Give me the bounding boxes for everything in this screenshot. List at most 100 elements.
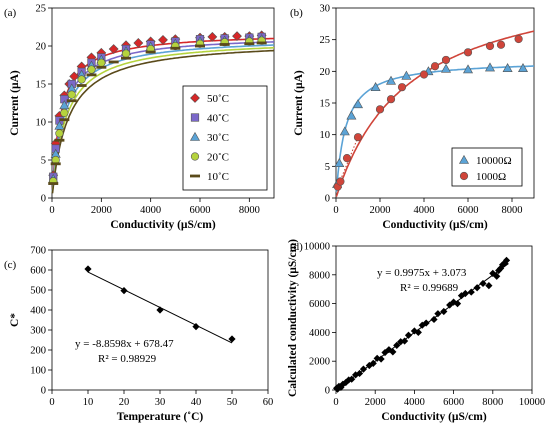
x-axis-label: Temperature (˚C) <box>117 411 204 423</box>
data-point <box>370 82 381 91</box>
y-tick-label: 0 <box>41 194 46 205</box>
panel-label: (d) <box>290 241 303 253</box>
data-point <box>385 75 397 85</box>
x-tick-label: 2000 <box>370 205 391 216</box>
x-tick-label: 2000 <box>91 205 112 216</box>
data-point <box>59 118 70 122</box>
y-axis-label: C* <box>9 313 21 327</box>
data-point <box>244 42 255 46</box>
data-point <box>493 272 501 280</box>
chart-panel: 0 2000 4000 6000 8000 10000 0 2000 4000 6000 8000 1… <box>287 239 545 423</box>
data-point <box>219 43 230 46</box>
x-tick-label: 8000 <box>239 205 260 216</box>
data-point <box>84 265 92 273</box>
data-point <box>54 138 65 142</box>
legend-label: 10˚C <box>207 171 229 183</box>
legend-marker <box>189 131 201 141</box>
x-tick-label: 0 <box>333 205 338 216</box>
x-tick-label: 6000 <box>190 205 211 216</box>
data-point <box>430 62 440 71</box>
data-point <box>389 348 397 356</box>
data-point <box>50 162 61 166</box>
data-point <box>108 44 119 54</box>
panel-label: (c) <box>4 259 17 271</box>
data-point <box>345 376 353 384</box>
y-tick-label: 200 <box>30 346 46 357</box>
data-point <box>158 34 168 45</box>
y-tick-label: 20 <box>36 42 47 53</box>
data-point <box>336 177 345 186</box>
chart-panel: 0 2000 4000 6000 8000 0 5 10 15 20 25 Conductivity … <box>4 4 275 231</box>
chart-panel: 0 2000 4000 6000 8000 0 5 10 15 20 25 30 Conductivit… <box>290 4 535 231</box>
data-point <box>502 63 513 72</box>
fit-curve <box>51 49 275 194</box>
x-tick-label: 6000 <box>443 397 464 408</box>
data-point <box>207 31 218 42</box>
x-tick-label: 0 <box>49 205 54 216</box>
y-axis-label: Current (µA) <box>293 70 305 136</box>
legend-marker <box>190 174 200 178</box>
trendline-equation: y = 0.9975x + 3.073 <box>377 267 467 279</box>
data-point <box>348 375 356 383</box>
x-tick-label: 0 <box>49 397 54 408</box>
data-point <box>375 105 385 114</box>
data-point <box>97 58 106 67</box>
data-point <box>502 256 511 264</box>
data-point <box>192 323 200 331</box>
y-tick-label: 15 <box>320 99 331 110</box>
data-point <box>55 129 64 138</box>
data-point <box>359 365 368 373</box>
x-tick-label: 40 <box>191 397 202 408</box>
x-tick-label: 4000 <box>414 205 435 216</box>
data-point <box>401 337 409 345</box>
data-point <box>386 95 396 104</box>
data-point <box>440 307 448 316</box>
data-point <box>133 38 144 48</box>
y-tick-label: 600 <box>30 266 46 277</box>
y-tick-label: 100 <box>30 366 46 377</box>
data-point <box>86 73 97 77</box>
data-point <box>441 55 451 65</box>
data-point <box>48 182 59 185</box>
x-axis-label: Conductivity (µS/cm) <box>110 219 216 231</box>
legend-label: 50˚C <box>207 93 229 105</box>
data-point <box>369 359 377 367</box>
data-point <box>256 41 267 45</box>
chart-panel: 0 10 20 30 40 50 600100200300400500600700Tempe… <box>4 246 273 424</box>
r-squared: R² = 0.98929 <box>98 353 157 365</box>
data-point <box>77 75 86 84</box>
data-point <box>334 158 345 167</box>
data-point <box>352 99 364 109</box>
data-point <box>228 335 236 343</box>
x-tick-label: 10000 <box>519 397 545 408</box>
data-point <box>485 282 493 290</box>
x-tick-label: 0 <box>333 397 338 408</box>
data-point <box>422 319 430 327</box>
data-point <box>377 355 385 363</box>
x-tick-label: 20 <box>119 397 130 408</box>
data-point <box>467 288 475 296</box>
data-point <box>67 90 76 99</box>
x-tick-label: 6000 <box>458 205 479 216</box>
data-point <box>342 378 350 387</box>
data-point <box>355 369 364 378</box>
y-axis-label: Calculated conductivity (µS/cm) <box>287 239 299 397</box>
panel-label: (a) <box>4 7 17 19</box>
x-tick-label: 60 <box>263 397 274 408</box>
legend-marker <box>190 93 200 103</box>
y-tick-label: 0 <box>325 386 330 397</box>
data-point <box>496 40 506 49</box>
data-point <box>404 331 413 339</box>
r-squared: R² = 0.99689 <box>400 282 459 294</box>
y-tick-label: 0 <box>41 386 46 397</box>
data-point <box>121 49 131 58</box>
y-axis-label: Current (µA) <box>9 70 21 136</box>
data-point <box>60 108 69 117</box>
data-point <box>397 83 407 92</box>
data-point <box>342 154 352 163</box>
data-point <box>393 341 401 349</box>
legend-marker <box>458 154 470 164</box>
y-tick-label: 10000 <box>304 242 330 253</box>
y-tick-label: 4000 <box>309 328 330 339</box>
